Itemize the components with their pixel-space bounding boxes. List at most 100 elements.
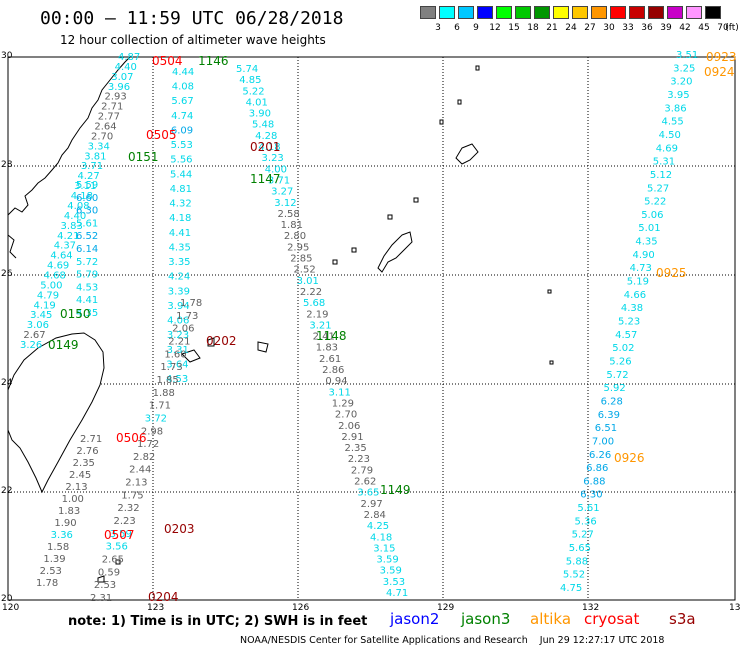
- wave-height-value: 2.91: [341, 432, 363, 443]
- satellite-legend-item: cryosat: [584, 610, 640, 628]
- pass-time-label: 0507: [104, 528, 135, 542]
- wave-height-value: 3.35: [168, 257, 190, 268]
- wave-height-value: 3.25: [673, 63, 695, 74]
- color-scale-swatch: [420, 6, 436, 19]
- wave-height-value: 4.41: [76, 295, 98, 306]
- color-scale-swatch: [439, 6, 455, 19]
- wave-height-value: 1.60: [164, 349, 186, 360]
- map-frame: [7, 56, 736, 601]
- wave-height-value: 5.68: [303, 298, 325, 309]
- color-scale-swatch: [591, 6, 607, 19]
- wave-height-value: 5.48: [252, 120, 274, 131]
- color-scale-swatch: [572, 6, 588, 19]
- wave-height-value: 1.72: [137, 439, 159, 450]
- island-1: [475, 65, 480, 71]
- pass-time-label: 0150: [60, 307, 91, 321]
- wave-height-value: 6.09: [171, 125, 193, 136]
- wave-height-value: 3.83: [61, 221, 83, 232]
- wave-height-value: 3.59: [110, 529, 132, 540]
- wave-height-value: 4.38: [621, 303, 643, 314]
- wave-height-value: 4.18: [71, 191, 93, 202]
- wave-height-value: 2.22: [300, 287, 322, 298]
- wave-height-value: 3.26: [20, 340, 42, 351]
- island-8: [547, 289, 552, 294]
- wave-height-value: 7.00: [592, 436, 614, 447]
- island-3: [439, 119, 444, 125]
- wave-height-value: 4.73: [630, 263, 652, 274]
- wave-height-value: 5.00: [40, 280, 62, 291]
- wave-height-value: 3.12: [274, 198, 296, 209]
- color-scale-swatch: [553, 6, 569, 19]
- wave-height-value: 3.56: [106, 542, 128, 553]
- wave-height-value: 5.52: [563, 570, 585, 581]
- wave-height-value: 6.52: [76, 231, 98, 242]
- wave-height-value: 3.95: [667, 90, 689, 101]
- color-scale-swatch: [534, 6, 550, 19]
- wave-height-value: 3.34: [88, 141, 110, 152]
- wave-height-value: 4.53: [166, 374, 188, 385]
- wave-height-value: 2.41: [313, 332, 335, 343]
- wave-height-value: 2.62: [354, 477, 376, 488]
- wave-height-value: 5.61: [577, 503, 599, 514]
- wave-height-value: 1.83: [58, 506, 80, 517]
- wave-height-value: 2.80: [284, 231, 306, 242]
- wave-height-value: 1.85: [157, 375, 179, 386]
- wave-height-value: 3.36: [51, 530, 73, 541]
- wave-height-value: 5.44: [170, 169, 192, 180]
- wave-height-value: 4.08: [172, 82, 194, 93]
- wave-height-value: 5.02: [612, 343, 634, 354]
- pass-time-label: 0504: [152, 54, 183, 68]
- wave-height-value: 5.22: [242, 86, 264, 97]
- wave-height-value: 1.78: [180, 298, 202, 309]
- wave-height-value: 2.79: [351, 465, 373, 476]
- island-7: [332, 259, 338, 265]
- wave-height-value: 3.01: [297, 276, 319, 287]
- wave-height-value: 6.39: [598, 410, 620, 421]
- wave-height-value: 4.19: [34, 300, 56, 311]
- wave-height-value: 4.00: [265, 164, 287, 175]
- color-scale-label: 18: [527, 23, 539, 33]
- wave-height-value: 4.44: [172, 67, 194, 78]
- wave-height-value: 4.41: [169, 228, 191, 239]
- color-scale-label: 24: [565, 23, 577, 33]
- wave-height-value: 4.64: [50, 251, 72, 262]
- wave-height-value: 1.29: [332, 398, 354, 409]
- wave-height-value: 2.52: [293, 265, 315, 276]
- wave-height-value: 2.35: [73, 458, 95, 469]
- color-scale-unit: (ft): [725, 23, 739, 33]
- satellite-legend-item: jason3: [461, 610, 511, 628]
- wave-height-value: 5.65: [569, 543, 591, 554]
- latitude-label: 22: [1, 486, 13, 496]
- wave-height-value: 3.90: [249, 109, 271, 120]
- pass-time-label: 0505: [146, 128, 177, 142]
- wave-height-value: 0.59: [98, 567, 120, 578]
- coastlines: [7, 56, 554, 583]
- wave-height-value: 6.88: [583, 476, 605, 487]
- wave-height-value: 5.67: [171, 96, 193, 107]
- wave-height-value: 5.59: [76, 180, 98, 191]
- wave-height-value: 4.85: [239, 75, 261, 86]
- longitude-label: 126: [292, 603, 310, 613]
- wave-height-value: 4.18: [169, 213, 191, 224]
- wave-height-value: 5.19: [627, 277, 649, 288]
- pass-time-label: 0201: [250, 140, 281, 154]
- pass-time-label: 0151: [128, 150, 159, 164]
- wave-height-value: 4.35: [635, 237, 657, 248]
- color-scale-swatch: [629, 6, 645, 19]
- longitude-label: 129: [437, 603, 455, 613]
- wave-height-value: 4.74: [171, 111, 193, 122]
- wave-height-value: 6.30: [580, 490, 602, 501]
- wave-height-value: 5.36: [575, 516, 597, 527]
- wave-height-value: 4.75: [560, 583, 582, 594]
- color-scale-swatch: [705, 6, 721, 19]
- footnote: note: 1) Time is in UTC; 2) SWH is in fe…: [68, 614, 368, 629]
- longitude-label: 132: [582, 603, 600, 613]
- island-2: [457, 99, 462, 105]
- wave-height-value: 1.78: [36, 578, 58, 589]
- wave-height-value: 5.88: [566, 556, 588, 567]
- color-scale-swatch: [515, 6, 531, 19]
- color-scale-label: 27: [584, 23, 596, 33]
- wave-height-value: 4.28: [255, 131, 277, 142]
- wave-height-value: 6.86: [586, 463, 608, 474]
- wave-height-value: 3.23: [167, 330, 189, 341]
